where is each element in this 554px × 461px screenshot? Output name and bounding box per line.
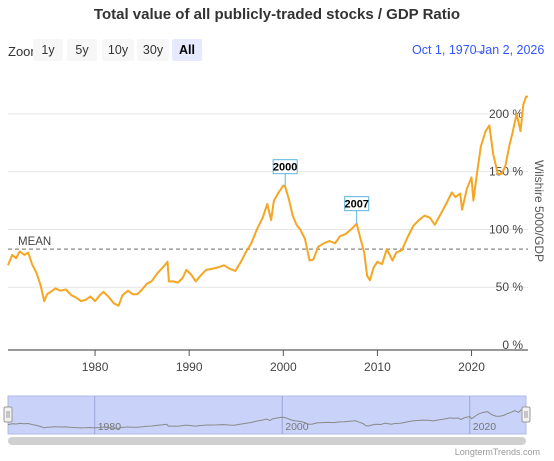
y-tick-label: 200 % bbox=[489, 107, 523, 121]
zoom-all-button[interactable]: All bbox=[172, 39, 202, 61]
annotation-label: 2000 bbox=[273, 162, 297, 174]
x-tick-label: 2020 bbox=[458, 360, 485, 374]
zoom-10y-button[interactable]: 10y bbox=[102, 39, 134, 61]
range-start-date[interactable]: Oct 1, 1970 bbox=[412, 43, 477, 57]
axis-layer: 0 % 50 % 100 % 150 % 200 % 1980 1990 2000 2010 20… bbox=[8, 107, 546, 374]
chart-title: Total value of all publicly-traded stock… bbox=[93, 6, 461, 23]
x-tick-label: 2010 bbox=[364, 360, 391, 374]
y-tick-label: 150 % bbox=[489, 165, 523, 179]
navigator-tick-label: 2020 bbox=[473, 421, 497, 433]
annotation-box bbox=[344, 196, 370, 212]
mean-label: MEAN bbox=[18, 236, 51, 248]
y-tick-label: 100 % bbox=[489, 222, 523, 236]
zoom-1y-button[interactable]: 1y bbox=[33, 39, 63, 61]
x-tick-label: 1980 bbox=[82, 360, 109, 374]
navigator-selection bbox=[7, 395, 527, 435]
annotation-label: 2007 bbox=[344, 199, 368, 211]
x-tick-label: 2000 bbox=[270, 360, 297, 374]
y-tick-label: 50 % bbox=[496, 280, 524, 294]
zoom-label: Zoom bbox=[8, 44, 42, 59]
navigator-right-handle[interactable] bbox=[521, 406, 531, 423]
zoom-5y-button[interactable]: 5y bbox=[67, 39, 97, 61]
series-layer: MEAN bbox=[7, 95, 528, 307]
range-navigator[interactable]: 1980 2000 2020 bbox=[3, 395, 531, 445]
grid-layer bbox=[8, 113, 528, 288]
navigator-left-handle[interactable] bbox=[3, 406, 13, 423]
zoom-30y-button[interactable]: 30y bbox=[137, 39, 169, 61]
navigator-series-line bbox=[7, 408, 526, 429]
navigator-scrollbar[interactable] bbox=[8, 437, 526, 445]
range-end-date[interactable]: Jan 2, 2026 bbox=[479, 43, 545, 57]
y-axis-title: Wilshire 5000/GDP bbox=[532, 160, 546, 262]
x-tick-label: 1990 bbox=[176, 360, 203, 374]
navigator-tick-label: 2000 bbox=[285, 421, 309, 433]
navigator-tick-label: 1980 bbox=[98, 421, 122, 433]
y-tick-label: 0 % bbox=[502, 338, 523, 352]
range-separator: → bbox=[473, 43, 486, 57]
series-line bbox=[7, 95, 528, 307]
source-credit: LongtermTrends.com bbox=[454, 447, 540, 457]
annotation-layer: 2000 2007 bbox=[272, 159, 370, 224]
annotation-box bbox=[272, 159, 298, 175]
